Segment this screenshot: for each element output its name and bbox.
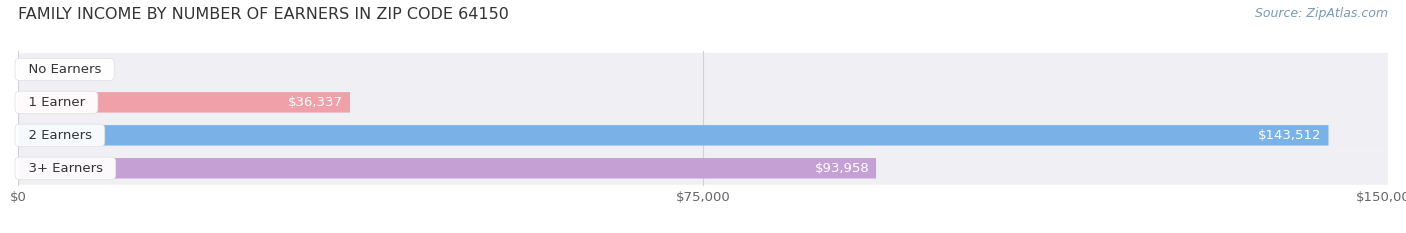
FancyBboxPatch shape — [18, 92, 350, 113]
FancyBboxPatch shape — [18, 86, 1388, 119]
Text: $36,337: $36,337 — [288, 96, 343, 109]
FancyBboxPatch shape — [18, 53, 1388, 86]
Text: $143,512: $143,512 — [1258, 129, 1322, 142]
Text: Source: ZipAtlas.com: Source: ZipAtlas.com — [1254, 7, 1388, 20]
FancyBboxPatch shape — [18, 119, 1388, 152]
Text: 2 Earners: 2 Earners — [20, 129, 100, 142]
FancyBboxPatch shape — [18, 158, 876, 178]
Text: 3+ Earners: 3+ Earners — [20, 162, 111, 175]
Text: $0: $0 — [35, 63, 52, 76]
FancyBboxPatch shape — [18, 152, 1388, 185]
Text: FAMILY INCOME BY NUMBER OF EARNERS IN ZIP CODE 64150: FAMILY INCOME BY NUMBER OF EARNERS IN ZI… — [18, 7, 509, 22]
FancyBboxPatch shape — [18, 125, 1329, 146]
Text: $93,958: $93,958 — [814, 162, 869, 175]
Text: 1 Earner: 1 Earner — [20, 96, 93, 109]
Text: No Earners: No Earners — [20, 63, 110, 76]
